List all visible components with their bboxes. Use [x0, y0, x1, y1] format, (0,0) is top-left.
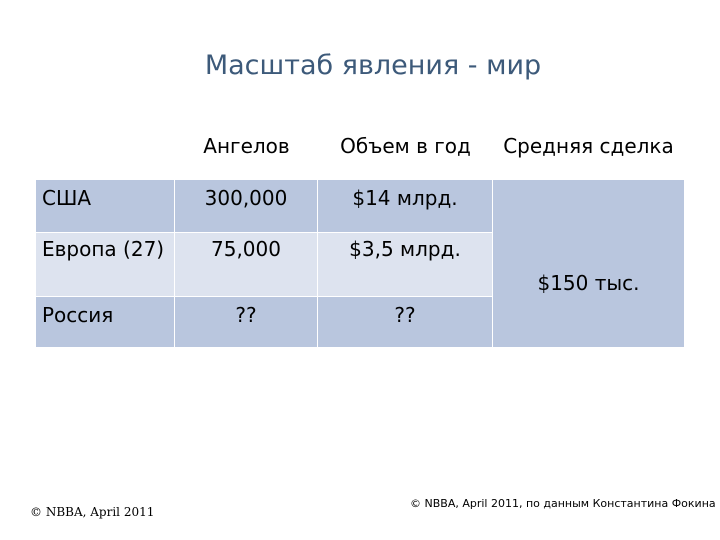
header-angels: Ангелов [203, 134, 290, 158]
cell-avg-deal: $150 тыс. [493, 180, 684, 347]
cell-europe-angels: 75,000 [175, 233, 317, 296]
footer-source: © NBBA, April 2011, по данным Константин… [410, 497, 716, 510]
row-label-usa: США [36, 180, 174, 232]
cell-europe-volume: $3,5 млрд. [318, 233, 492, 296]
cell-usa-volume: $14 млрд. [318, 180, 492, 232]
cell-russia-volume: ?? [318, 297, 492, 347]
cell-usa-angels: 300,000 [175, 180, 317, 232]
footer-copyright: © NBBA, April 2011 [30, 505, 155, 519]
row-label-europe: Европа (27) [36, 233, 174, 296]
cell-russia-angels: ?? [175, 297, 317, 347]
header-volume: Объем в год [340, 134, 471, 158]
slide-title: Масштаб явления - мир [204, 50, 542, 81]
row-label-russia: Россия [36, 297, 174, 347]
header-avg-deal: Средняя сделка [503, 134, 674, 158]
